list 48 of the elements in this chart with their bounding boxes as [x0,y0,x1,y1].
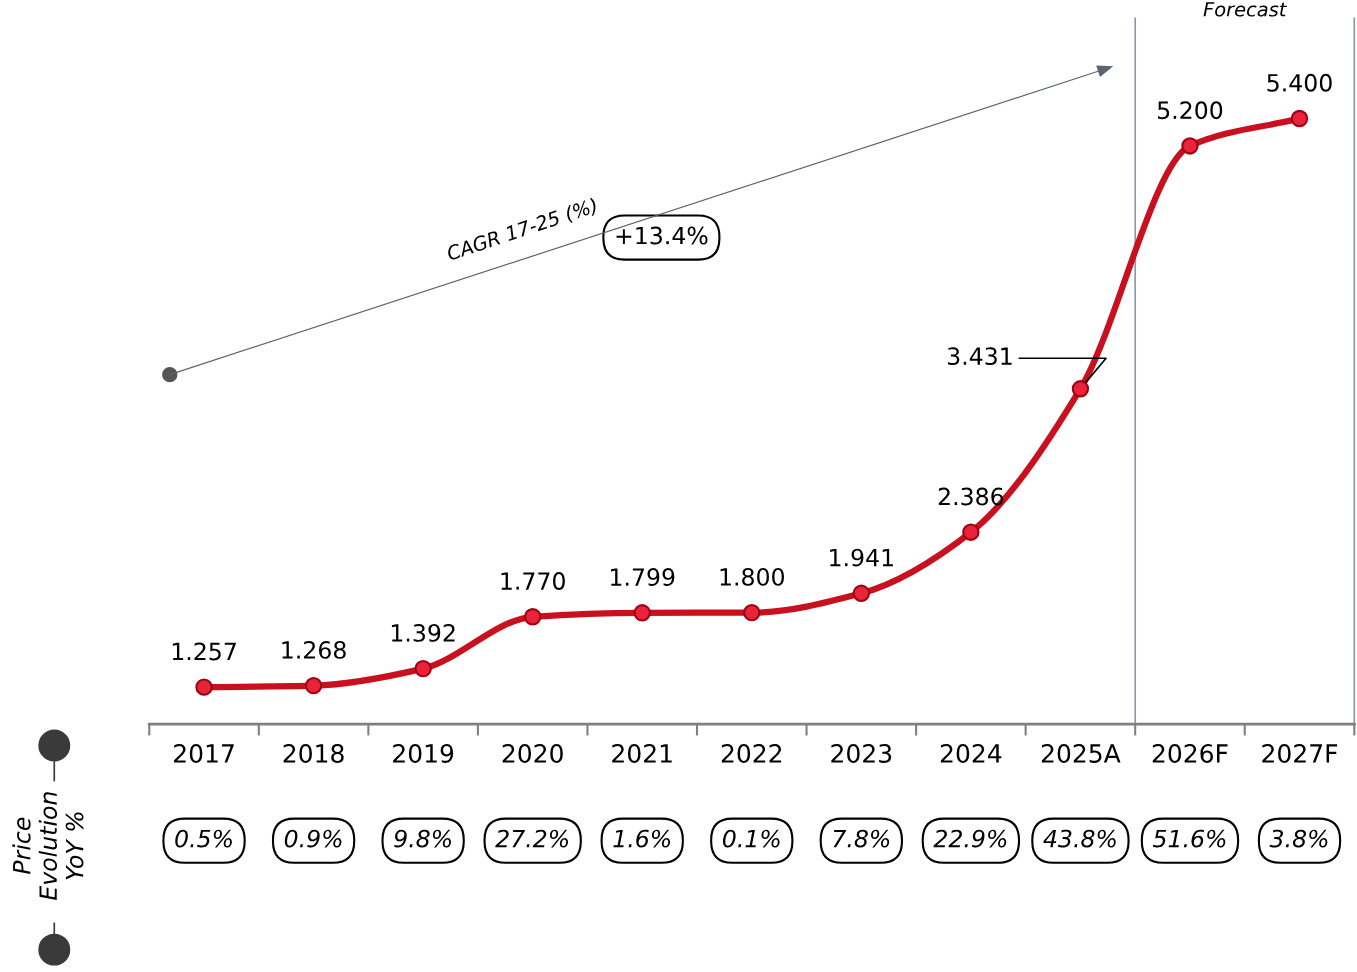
text: 0.9% [284,829,342,848]
text: Price Evolution YoY % [12,792,84,901]
data-label: 1.941 [830,548,893,567]
x-tick-label: 2017 [174,744,234,763]
point [195,678,213,696]
text: 27.2% [495,829,569,848]
data-label: 1.800 [720,567,785,586]
data-label: 1.770 [501,572,565,590]
annotation: +13.4% [616,226,708,245]
text: 0.1% [722,829,780,848]
x-tick-label: 2020 [502,744,563,763]
text: 0.5% [175,829,232,848]
point [852,584,870,602]
x-tick-label: 2026F [1152,744,1228,763]
data-label: 3.431 [947,347,1012,366]
x-tick-label: 2024 [940,744,1002,763]
x-tick-label: 2027F [1262,744,1338,763]
text: 9.8% [394,829,451,848]
data-label: 1.392 [391,623,455,642]
text: 3.8% [1269,829,1328,848]
data-label: 1.268 [282,641,346,659]
text: Forecast [1203,2,1288,17]
data-label: 1.257 [172,642,236,661]
point [1290,109,1309,128]
data-label: 5.200 [1157,101,1223,120]
text: 43.8% [1043,829,1116,848]
x-tick-label: 2021 [612,744,672,763]
annotation: CAGR 17-25 (%) [445,197,599,264]
point [962,523,980,541]
data-label: 5.400 [1267,73,1332,92]
point [524,608,542,626]
point [633,604,651,622]
x-tick-label: 2022 [721,744,782,763]
text: 22.9% [933,829,1007,848]
x-tick-label: 2025A [1041,744,1121,763]
text: 1.6% [613,829,671,848]
point [743,603,761,622]
x-tick-label: 2023 [831,744,892,763]
x-tick-label: 2018 [283,744,344,763]
point [414,659,432,678]
x-tick-label: 2019 [393,744,454,763]
point [1071,380,1090,398]
point [1181,137,1199,155]
text: 7.8% [833,829,890,848]
data-label: 1.799 [611,568,675,586]
text: 51.6% [1152,829,1226,848]
data-label: 2.386 [938,487,1004,506]
point [304,676,323,695]
